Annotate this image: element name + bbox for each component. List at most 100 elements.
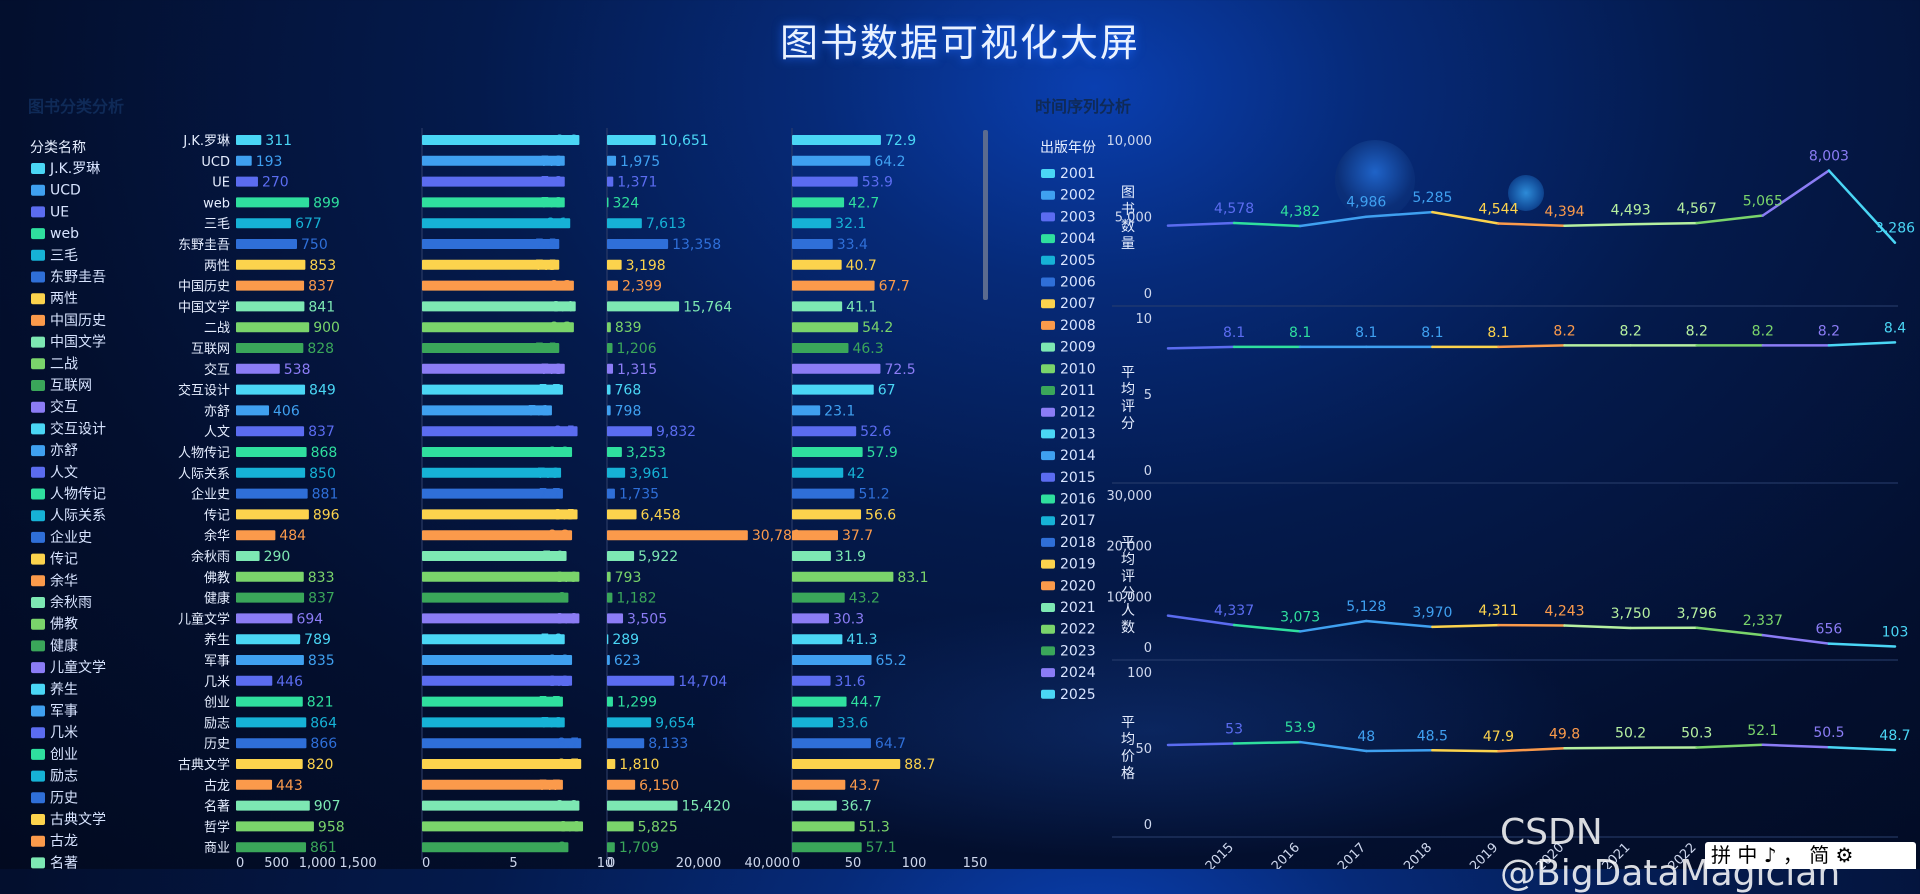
bar (607, 634, 608, 644)
legend-label-year: 2015 (1060, 470, 1096, 486)
bar-value-label: 835 (308, 653, 335, 669)
category-label: 互联网 (191, 342, 230, 357)
y-tick-label: 50 (1135, 742, 1152, 757)
bar-value-label: 7.5 (535, 341, 557, 357)
bar-value-label: 8,133 (648, 736, 688, 752)
bar-value-label: 1,810 (619, 757, 659, 773)
data-point-label: 8.2 (1686, 323, 1708, 339)
category-label: 东野圭吾 (178, 238, 230, 253)
legend-label-category: UCD (50, 183, 81, 199)
bar (792, 572, 893, 582)
legend-label-category: 人际关系 (50, 508, 106, 524)
legend-swatch-year (1041, 603, 1055, 612)
series-line-segment (1829, 342, 1895, 345)
bar (792, 717, 833, 727)
bar (792, 801, 837, 811)
bar (607, 801, 678, 811)
series-line-segment (1565, 748, 1631, 749)
bar-value-label: 8.7 (557, 736, 579, 752)
category-label: UE (212, 176, 230, 191)
bar-value-label: 30.3 (833, 611, 864, 627)
legend-swatch-category (31, 489, 45, 500)
legend-label-category: 互联网 (50, 378, 92, 394)
bar (792, 530, 838, 540)
legend-swatch-year (1041, 191, 1055, 200)
data-point-label: 8,003 (1809, 149, 1849, 165)
legend-label-year: 2010 (1060, 361, 1096, 377)
y-axis-label-char: 格 (1121, 766, 1135, 782)
legend-swatch-category (31, 228, 45, 239)
category-label: 中国文学 (178, 299, 230, 315)
data-point-label: 4,394 (1544, 204, 1584, 220)
bar (607, 509, 637, 519)
legend-label-category: 东野圭吾 (50, 270, 106, 286)
bar (236, 655, 304, 665)
bar (792, 343, 848, 353)
y-axis-label-char: 评 (1121, 569, 1135, 585)
legend-swatch-year (1041, 646, 1055, 655)
bar-value-label: 443 (276, 778, 303, 794)
bar (236, 842, 306, 852)
series-line-segment (1366, 621, 1432, 627)
bar (792, 426, 856, 436)
data-point-label: 4,986 (1346, 195, 1386, 211)
bar-value-label: 1,206 (617, 341, 657, 357)
bar (607, 697, 613, 707)
legend-swatch-category (31, 684, 45, 695)
bar (792, 634, 842, 644)
series-line-segment (1565, 224, 1631, 226)
bar-value-label: 13,358 (672, 237, 721, 253)
legend-swatch-category (31, 272, 45, 283)
bar-value-label: 56.6 (865, 507, 896, 523)
series-line-segment (1498, 345, 1564, 347)
bar (236, 801, 310, 811)
bar (607, 135, 656, 145)
bar-value-label: 9,654 (655, 715, 695, 731)
bar (607, 572, 611, 582)
y-tick-label: 100 (1127, 666, 1152, 681)
legend-swatch-category (31, 445, 45, 456)
series-line-segment (1168, 743, 1234, 745)
legend-swatch-year (1041, 451, 1055, 460)
bar-value-label: 6,150 (639, 778, 679, 794)
category-label: 交互 (204, 362, 230, 378)
bar-value-label: 8.3 (550, 279, 572, 295)
bar-value-label: 8.2 (548, 653, 570, 669)
x-tick-label: 20,000 (676, 856, 722, 869)
bar (607, 821, 634, 831)
ime-toolbar[interactable]: 拼 中 ♪ ， 简 ⚙ (1705, 842, 1916, 869)
legend-label-category: 二战 (50, 356, 78, 372)
y-axis-label-char: 平 (1121, 365, 1135, 381)
series-line-segment (1829, 747, 1895, 750)
category-label: 三毛 (204, 217, 230, 232)
bar-value-label: 849 (309, 383, 336, 399)
bar-value-label: 1,371 (617, 175, 657, 191)
bar-value-label: 538 (284, 362, 311, 378)
legend-label-year: 2007 (1060, 296, 1096, 312)
legend-swatch-category (31, 467, 45, 478)
bar-value-label: 1,735 (619, 487, 659, 503)
category-label: 中国历史 (178, 280, 230, 295)
legend-label-category: 佛教 (50, 617, 78, 633)
bar (607, 177, 613, 187)
bar-value-label: 861 (310, 840, 337, 856)
bar-value-label: 1,975 (620, 154, 660, 170)
data-point-label: 4,544 (1478, 201, 1518, 217)
data-point-label: 4,567 (1677, 201, 1717, 217)
bar (607, 364, 613, 374)
legend-swatch-year (1041, 169, 1055, 178)
category-label: UCD (201, 155, 230, 170)
legend-swatch-category (31, 597, 45, 608)
legend-label-year: 2016 (1060, 492, 1096, 508)
x-tick-label-year: 2015 (1203, 840, 1237, 869)
bar (236, 468, 305, 478)
bar-value-label: 821 (307, 695, 334, 711)
bar-value-label: 14,704 (678, 674, 727, 690)
legend-label-year: 2002 (1060, 188, 1096, 204)
legend-label-category: 军事 (50, 704, 78, 720)
legend-swatch-category (31, 554, 45, 565)
data-point-label: 3,796 (1677, 606, 1717, 622)
bar-value-label: 324 (612, 195, 639, 211)
legend-label-year: 2018 (1060, 535, 1096, 551)
bar-value-label: 9,832 (656, 424, 696, 440)
